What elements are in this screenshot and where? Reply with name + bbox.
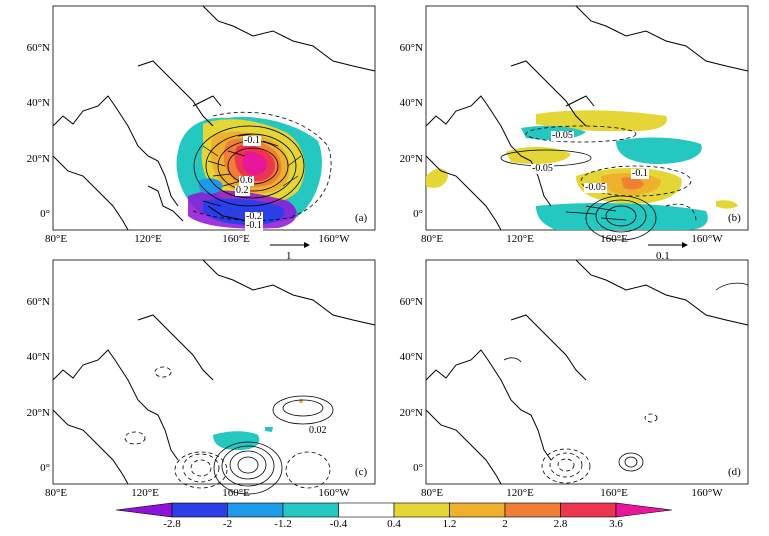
coastlines xyxy=(52,259,376,485)
lat-label: 0° xyxy=(413,462,423,474)
lon-label: 80°E xyxy=(44,233,68,245)
colorbar-tick-label: 2.8 xyxy=(553,518,568,530)
contour-label: -0.05 xyxy=(531,163,554,174)
contour-label: -0.1 xyxy=(243,135,261,146)
contour-label: 0.6 xyxy=(239,175,254,186)
panel-c-map xyxy=(52,259,376,495)
colorbar-segment xyxy=(504,502,561,518)
panel-c: 0.02 (c) xyxy=(52,259,376,495)
lon-label: 120°E xyxy=(131,487,159,499)
colorbar-segment xyxy=(449,502,506,518)
colorbar-graphic xyxy=(115,502,673,518)
contours xyxy=(124,366,334,495)
lat-label: 60°N xyxy=(26,296,50,308)
lat-label: 20°N xyxy=(399,153,423,165)
contour-label: -0.05 xyxy=(584,182,607,193)
lat-label: 0° xyxy=(40,208,50,220)
panel-b: -0.05 -0.05 -0.1 -0.05 (b) xyxy=(425,5,749,241)
lon-label: 80°E xyxy=(420,487,444,499)
wind-vectors xyxy=(202,133,302,207)
coastlines xyxy=(52,5,376,231)
colorbar xyxy=(115,502,673,519)
colorbar-segment xyxy=(282,502,339,518)
colorbar-segment xyxy=(393,502,450,518)
colorbar-segment xyxy=(560,502,617,518)
lat-label: 40°N xyxy=(399,351,423,363)
colorbar-segment xyxy=(227,502,284,518)
contour-label: -0.1 xyxy=(631,168,649,179)
panel-label: (d) xyxy=(728,466,741,478)
lon-label: 160°W xyxy=(318,233,350,245)
colorbar-extend-low xyxy=(115,502,173,518)
ref-vector-arrow xyxy=(648,242,688,248)
contours xyxy=(192,111,332,221)
lat-label: 0° xyxy=(413,208,423,220)
panel-label: (b) xyxy=(728,212,741,224)
lon-label: 160°W xyxy=(691,233,723,245)
contours xyxy=(503,282,749,484)
lon-label: 120°E xyxy=(506,233,534,245)
contour-label: 0.02 xyxy=(308,425,328,436)
lon-label: 160°E xyxy=(600,233,628,245)
lon-label: 160°E xyxy=(600,487,628,499)
lat-label: 60°N xyxy=(26,42,50,54)
colorbar-tick-label: 2 xyxy=(502,518,508,530)
lat-label: 0° xyxy=(40,462,50,474)
panel-b-map xyxy=(425,5,749,241)
wind-vectors xyxy=(565,205,627,221)
lat-label: 40°N xyxy=(26,351,50,363)
lon-label: 80°E xyxy=(44,487,68,499)
ref-vector-arrow xyxy=(270,242,310,248)
colorbar-tick-label: 1.2 xyxy=(442,518,457,530)
lon-label: 160°E xyxy=(222,233,250,245)
colorbar-tick-label: 3.6 xyxy=(609,518,623,530)
ref-vector-label: 1 xyxy=(286,250,292,262)
ref-vector-label: 0.1 xyxy=(656,250,670,262)
coastlines xyxy=(425,259,749,485)
lat-label: 40°N xyxy=(399,97,423,109)
lat-label: 20°N xyxy=(26,407,50,419)
colorbar-extend-high xyxy=(615,502,673,518)
contour-label: 0.2 xyxy=(235,185,250,196)
colorbar-tick-label: -0.4 xyxy=(329,518,348,530)
panel-label: (a) xyxy=(355,212,368,224)
colorbar-tick-label: -2 xyxy=(222,518,233,530)
lon-label: 160°W xyxy=(691,487,723,499)
colorbar-segment xyxy=(338,502,395,518)
lon-label: 160°W xyxy=(318,487,350,499)
panel-label: (c) xyxy=(355,466,368,478)
panel-a-map xyxy=(52,5,376,231)
panel-d: (d) xyxy=(425,259,749,485)
lat-label: 20°N xyxy=(399,407,423,419)
lat-label: 60°N xyxy=(399,296,423,308)
panel-d-map xyxy=(425,259,749,485)
contour-label: -0.05 xyxy=(551,130,574,141)
colorbar-tick-label: -1.2 xyxy=(274,518,292,530)
lat-label: 20°N xyxy=(26,153,50,165)
lon-label: 160°E xyxy=(222,487,250,499)
lon-label: 120°E xyxy=(506,487,534,499)
colorbar-tick-label: -2.8 xyxy=(163,518,181,530)
contour-label: -0.2 xyxy=(245,211,263,222)
lat-label: 60°N xyxy=(399,42,423,54)
lon-label: 120°E xyxy=(134,233,162,245)
coastlines xyxy=(425,5,749,231)
lon-label: 80°E xyxy=(420,233,444,245)
shading xyxy=(426,110,738,230)
panel-a: -0.1 0.6 0.2 -0.2 -0.1 (a) xyxy=(52,5,376,231)
colorbar-tick-label: 0.4 xyxy=(387,518,401,530)
contour-label: -0.1 xyxy=(245,220,263,231)
lat-label: 40°N xyxy=(26,97,50,109)
colorbar-segment xyxy=(171,502,228,518)
